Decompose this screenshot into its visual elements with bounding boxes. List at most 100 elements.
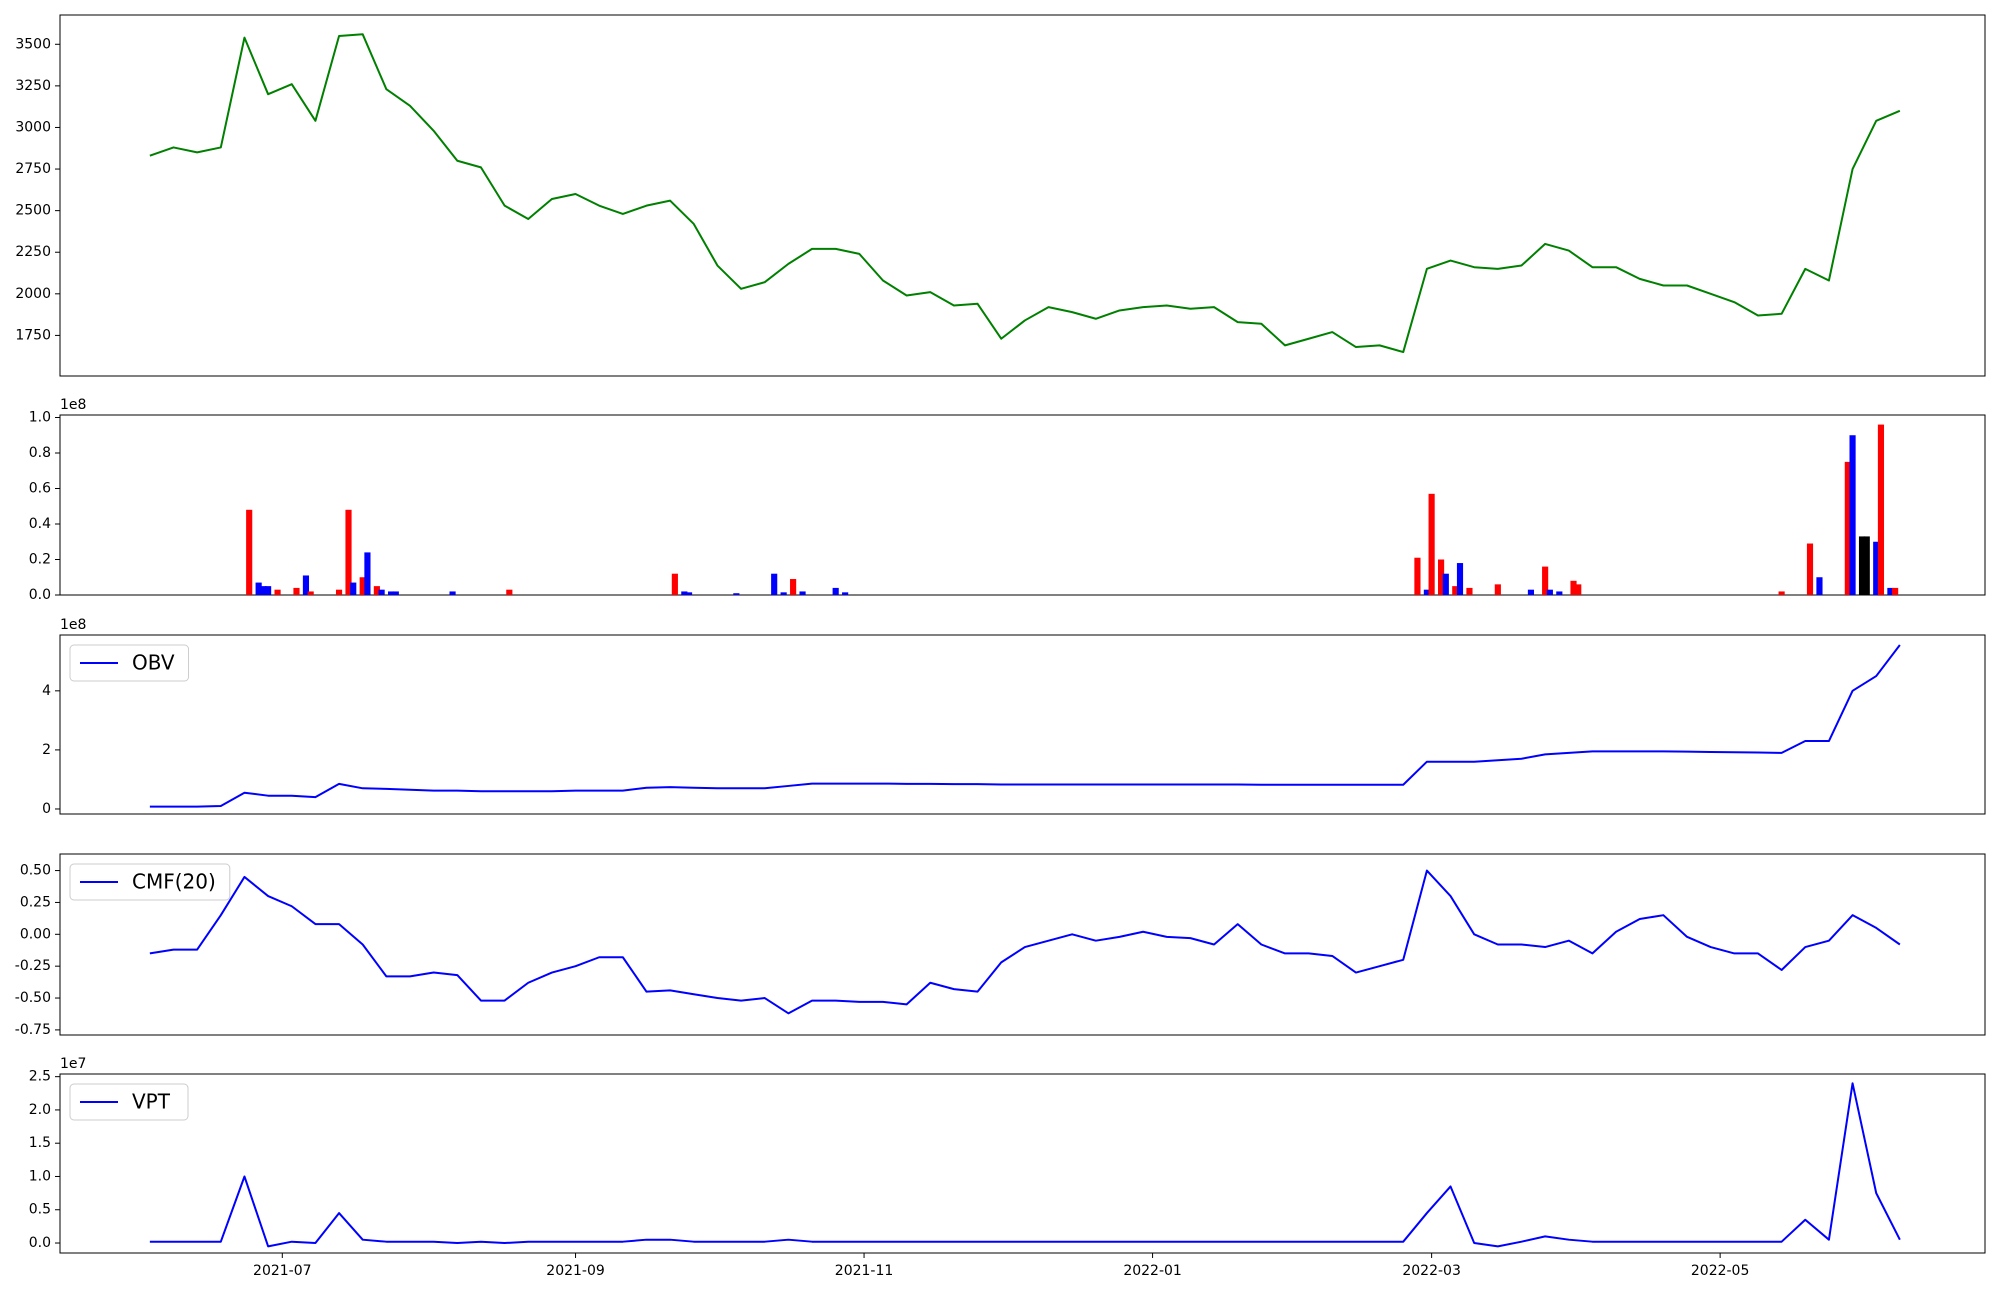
volume-bar bbox=[1442, 573, 1449, 595]
y-tick-label: -0.75 bbox=[15, 1022, 51, 1038]
volume-bar bbox=[1816, 577, 1823, 595]
volume-bar bbox=[771, 573, 778, 595]
volume-bar bbox=[1546, 589, 1553, 595]
volume-bar bbox=[671, 573, 678, 595]
legend: OBV bbox=[69, 644, 190, 682]
y-tick-label: 3000 bbox=[15, 119, 51, 135]
volume-bar bbox=[302, 575, 310, 595]
x-tick-label: 2022-03 bbox=[1402, 1263, 1461, 1279]
offset-label: 1e8 bbox=[60, 397, 86, 413]
y-tick-label: 1.0 bbox=[29, 409, 51, 425]
volume-bar bbox=[832, 587, 839, 595]
volume-bar bbox=[378, 589, 385, 595]
y-tick-label: 2750 bbox=[15, 161, 51, 177]
y-tick-label: 0.4 bbox=[29, 516, 51, 532]
volume-bar bbox=[373, 586, 380, 595]
volume-bar bbox=[388, 591, 395, 595]
legend-box bbox=[69, 863, 231, 901]
volume-bar bbox=[1887, 587, 1894, 595]
volume-bar bbox=[1428, 493, 1435, 595]
volume-bar bbox=[1892, 587, 1899, 595]
legend-label: CMF(20) bbox=[132, 870, 216, 894]
legend-label: OBV bbox=[132, 651, 175, 675]
volume-bar bbox=[1877, 424, 1885, 595]
volume-bar bbox=[790, 579, 797, 595]
y-tick-label: 0.5 bbox=[29, 1202, 51, 1218]
volume-bar bbox=[1423, 589, 1430, 595]
volume-bar bbox=[1858, 536, 1866, 595]
legend-box bbox=[69, 1083, 189, 1121]
volume-bar bbox=[255, 582, 262, 595]
y-tick-label: 0.2 bbox=[29, 551, 51, 567]
volume-bar bbox=[345, 509, 352, 595]
volume-bar bbox=[1863, 536, 1870, 595]
y-tick-label: 0.6 bbox=[29, 480, 51, 496]
volume-bar bbox=[681, 591, 688, 595]
volume-bar bbox=[364, 552, 371, 595]
volume-bar bbox=[1414, 557, 1421, 595]
y-tick-label: -0.50 bbox=[15, 990, 51, 1006]
axes-frame bbox=[59, 14, 1986, 377]
volume-bar bbox=[1849, 435, 1856, 595]
volume-bar bbox=[359, 577, 366, 595]
y-tick-label: 0.8 bbox=[29, 445, 51, 461]
axes-frame bbox=[59, 853, 1986, 1036]
volume-bar bbox=[1556, 591, 1563, 595]
y-tick-label: 1.0 bbox=[29, 1168, 51, 1184]
y-tick-label: 0 bbox=[42, 801, 51, 817]
legend: VPT bbox=[69, 1083, 189, 1121]
volume-bar bbox=[1527, 589, 1535, 595]
volume-bar bbox=[293, 587, 300, 595]
volume-bar bbox=[1570, 580, 1577, 595]
offset-label: 1e8 bbox=[60, 617, 86, 633]
volume-bar bbox=[335, 589, 343, 595]
volume-bar bbox=[1778, 591, 1785, 595]
legend-label: VPT bbox=[132, 1090, 171, 1114]
axes-frame bbox=[59, 634, 1986, 815]
volume-bar bbox=[1542, 566, 1549, 595]
y-tick-label: 1.5 bbox=[29, 1135, 51, 1151]
offset-label: 1e7 bbox=[60, 1056, 86, 1072]
x-tick-label: 2021-11 bbox=[835, 1263, 894, 1279]
y-tick-label: 4 bbox=[42, 683, 51, 699]
volume-bar bbox=[1456, 563, 1464, 595]
y-tick-label: 0.0 bbox=[29, 587, 51, 603]
volume-bar bbox=[1873, 541, 1880, 595]
volume-bar bbox=[1844, 461, 1851, 595]
y-tick-label: -0.25 bbox=[15, 958, 51, 974]
x-tick-label: 2021-09 bbox=[546, 1263, 605, 1279]
y-tick-label: 2250 bbox=[15, 244, 51, 260]
axes-frame bbox=[59, 1073, 1986, 1254]
y-tick-label: 2.5 bbox=[29, 1069, 51, 1085]
y-tick-label: 2.0 bbox=[29, 1102, 51, 1118]
volume-bar bbox=[392, 591, 399, 595]
y-tick-label: 3500 bbox=[15, 36, 51, 52]
volume-bar bbox=[685, 592, 693, 595]
x-tick-label: 2022-01 bbox=[1123, 1263, 1182, 1279]
y-tick-label: 2 bbox=[42, 742, 51, 758]
y-tick-label: 1750 bbox=[15, 327, 51, 343]
volume-bar bbox=[1466, 587, 1473, 595]
volume-bar bbox=[260, 586, 267, 595]
volume-bar bbox=[799, 591, 806, 595]
volume-bar bbox=[1452, 586, 1459, 595]
volume-bar bbox=[506, 589, 513, 595]
series-line bbox=[149, 1082, 1901, 1248]
y-tick-label: 0.00 bbox=[20, 926, 51, 942]
legend: CMF(20) bbox=[69, 863, 231, 901]
x-tick-label: 2021-07 bbox=[253, 1263, 312, 1279]
volume-bar bbox=[350, 582, 357, 595]
y-tick-label: 0.0 bbox=[29, 1235, 51, 1251]
volume-bar bbox=[842, 592, 849, 595]
volume-bar bbox=[1575, 584, 1582, 595]
legend-box bbox=[69, 644, 190, 682]
volume-bar bbox=[1494, 584, 1501, 595]
y-tick-label: 0.25 bbox=[20, 894, 51, 910]
axes-frame bbox=[59, 414, 1986, 596]
volume-bar bbox=[449, 591, 456, 595]
volume-bar bbox=[733, 593, 740, 595]
y-tick-label: 0.50 bbox=[20, 863, 51, 879]
volume-bar bbox=[265, 586, 272, 595]
volume-bar bbox=[1806, 543, 1814, 595]
